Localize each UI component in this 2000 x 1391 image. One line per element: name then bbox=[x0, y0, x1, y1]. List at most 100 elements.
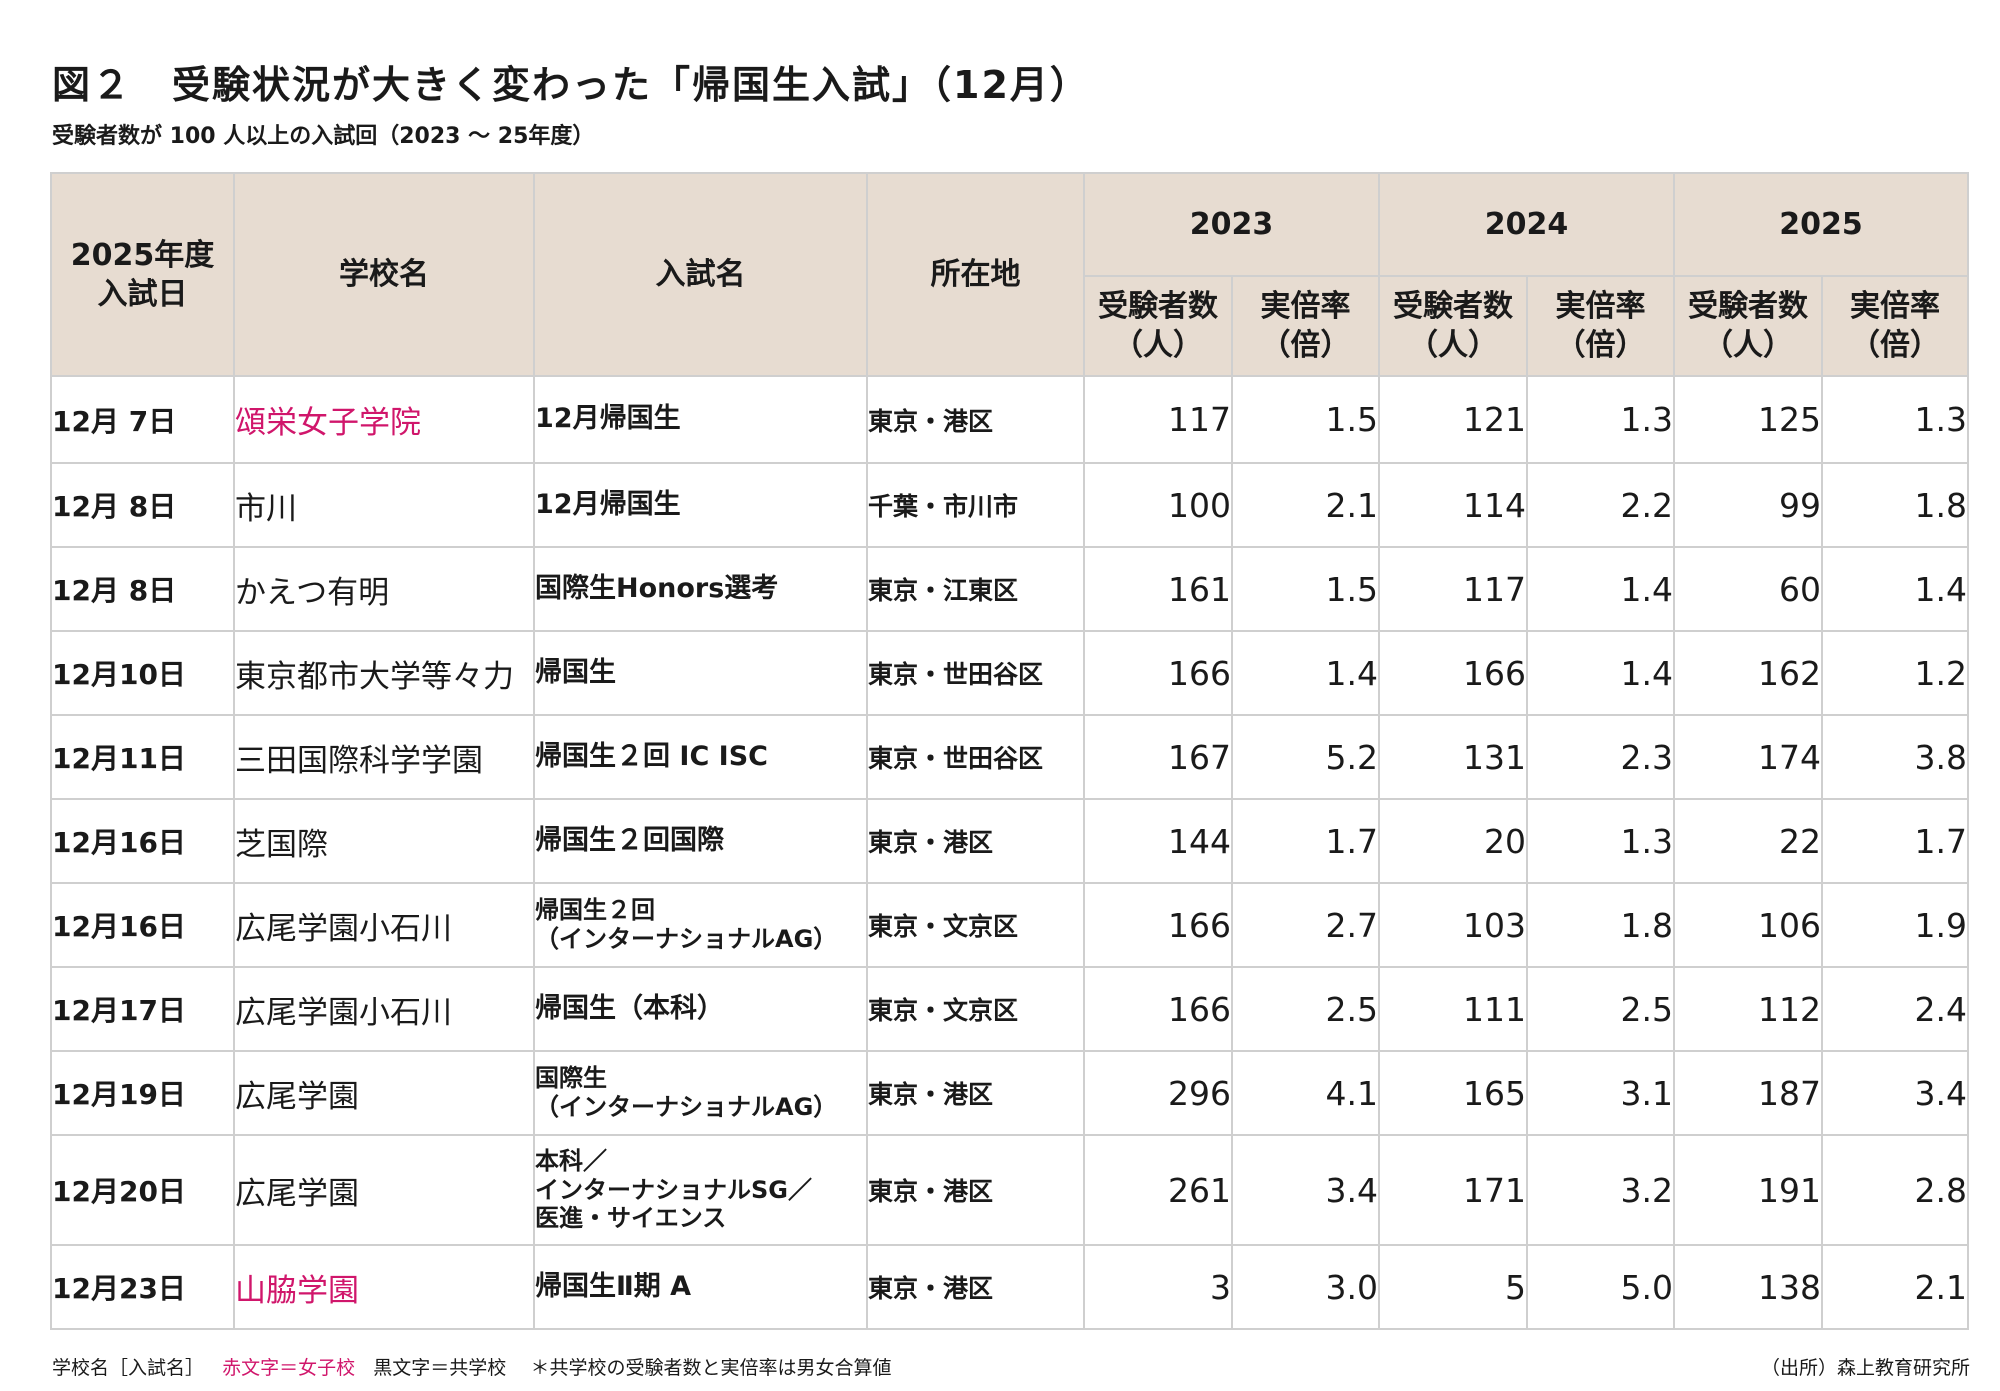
applicants-cell: 111 bbox=[1378, 966, 1528, 1052]
applicants-header: 受験者数 （人） bbox=[1083, 275, 1233, 377]
legend-girls-school: 赤文字＝女子校 bbox=[222, 1357, 356, 1379]
exam-name-cell: 帰国生Ⅱ期 A bbox=[533, 1244, 868, 1330]
ratio-cell: 2.1 bbox=[1821, 1244, 1969, 1330]
exam-date-cell: 12月16日 bbox=[50, 882, 235, 968]
applicants-header: 受験者数 （人） bbox=[1378, 275, 1528, 377]
legend-prefix: 学校名［入試名］ bbox=[52, 1357, 205, 1379]
table-row: 12月19日 広尾学園 国際生 （インターナショナルAG） 東京・港区 296 4.1 165… bbox=[50, 1050, 1969, 1136]
exam-name-line: 帰国生２回 IC ISC bbox=[535, 740, 768, 772]
ratio-cell: 2.8 bbox=[1821, 1134, 1969, 1246]
ratio-cell: 3.4 bbox=[1231, 1134, 1380, 1246]
year-header-2025: 2025 bbox=[1673, 172, 1969, 277]
exam-date-cell: 12月 7日 bbox=[50, 375, 235, 464]
location-cell: 東京・文京区 bbox=[866, 966, 1085, 1052]
ratio-cell: 1.8 bbox=[1526, 882, 1675, 968]
exam-name-cell: 12月帰国生 bbox=[533, 375, 868, 464]
exam-date-cell: 12月19日 bbox=[50, 1050, 235, 1136]
exam-name-cell: 帰国生 bbox=[533, 630, 868, 716]
ratio-cell: 1.4 bbox=[1526, 630, 1675, 716]
ratio-cell: 3.1 bbox=[1526, 1050, 1675, 1136]
applicants-cell: 20 bbox=[1378, 798, 1528, 884]
ratio-cell: 3.4 bbox=[1821, 1050, 1969, 1136]
exam-name-line: 帰国生Ⅱ期 A bbox=[535, 1270, 692, 1302]
school-name-cell: 芝国際 bbox=[233, 798, 535, 884]
ratio-cell: 4.1 bbox=[1231, 1050, 1380, 1136]
table-row: 12月 8日 かえつ有明 国際生Honors選考 東京・江東区 161 1.5 117 1.4… bbox=[50, 546, 1969, 632]
applicants-cell: 167 bbox=[1083, 714, 1233, 800]
applicants-cell: 191 bbox=[1673, 1134, 1823, 1246]
ratio-cell: 1.5 bbox=[1231, 546, 1380, 632]
ratio-cell: 1.3 bbox=[1821, 375, 1969, 464]
exam-name-line: 国際生 bbox=[535, 1064, 607, 1093]
school-name-cell: 広尾学園 bbox=[233, 1134, 535, 1246]
applicants-cell: 112 bbox=[1673, 966, 1823, 1052]
table-row: 12月16日 広尾学園小石川 帰国生２回 （インターナショナルAG） 東京・文京区 166… bbox=[50, 882, 1969, 968]
applicants-cell: 166 bbox=[1083, 882, 1233, 968]
exam-name-cell: 国際生 （インターナショナルAG） bbox=[533, 1050, 868, 1136]
location-cell: 東京・港区 bbox=[866, 375, 1085, 464]
school-name-cell: 三田国際科学学園 bbox=[233, 714, 535, 800]
applicants-cell: 106 bbox=[1673, 882, 1823, 968]
exam-date-cell: 12月 8日 bbox=[50, 462, 235, 548]
applicants-cell: 162 bbox=[1673, 630, 1823, 716]
ratio-cell: 1.4 bbox=[1526, 546, 1675, 632]
location-cell: 東京・世田谷区 bbox=[866, 630, 1085, 716]
exam-header: 入試名 bbox=[533, 172, 868, 377]
exam-name-line: 帰国生 bbox=[535, 656, 616, 688]
ratio-cell: 1.3 bbox=[1526, 798, 1675, 884]
header-row-1: 2025年度 入試日 学校名 入試名 所在地 2023 2024 2025 bbox=[50, 172, 1969, 377]
source-credit: （出所）森上教育研究所 bbox=[1760, 1357, 1970, 1379]
table-row: 12月16日 芝国際 帰国生２回国際 東京・港区 144 1.7 20 1.3 22 1.7 bbox=[50, 798, 1969, 884]
applicants-cell: 166 bbox=[1378, 630, 1528, 716]
school-name-cell: 広尾学園小石川 bbox=[233, 882, 535, 968]
applicants-cell: 144 bbox=[1083, 798, 1233, 884]
exam-date-cell: 12月23日 bbox=[50, 1244, 235, 1330]
ratio-cell: 1.2 bbox=[1821, 630, 1969, 716]
applicants-cell: 103 bbox=[1378, 882, 1528, 968]
school-name-cell: 広尾学園 bbox=[233, 1050, 535, 1136]
year-header-2024: 2024 bbox=[1378, 172, 1675, 277]
ratio-cell: 2.7 bbox=[1231, 882, 1380, 968]
ratio-cell: 2.5 bbox=[1526, 966, 1675, 1052]
applicants-cell: 261 bbox=[1083, 1134, 1233, 1246]
location-cell: 東京・港区 bbox=[866, 1244, 1085, 1330]
exam-name-line: インターナショナルSG／ bbox=[535, 1175, 812, 1204]
ratio-cell: 3.8 bbox=[1821, 714, 1969, 800]
ratio-header: 実倍率 （倍） bbox=[1821, 275, 1969, 377]
ratio-cell: 2.1 bbox=[1231, 462, 1380, 548]
exam-name-line: 医進・サイエンス bbox=[535, 1204, 727, 1233]
exam-name-line: 帰国生（本科） bbox=[535, 992, 724, 1024]
ratio-cell: 2.5 bbox=[1231, 966, 1380, 1052]
ratio-cell: 1.8 bbox=[1821, 462, 1969, 548]
table-row: 12月17日 広尾学園小石川 帰国生（本科） 東京・文京区 166 2.5 111 2.5 11… bbox=[50, 966, 1969, 1052]
exam-name-line: 帰国生２回 bbox=[535, 896, 655, 925]
exam-date-cell: 12月16日 bbox=[50, 798, 235, 884]
table-row: 12月20日 広尾学園 本科／ インターナショナルSG／ 医進・サイエンス 東京・港区 26… bbox=[50, 1134, 1969, 1246]
exam-date-cell: 12月20日 bbox=[50, 1134, 235, 1246]
ratio-cell: 1.4 bbox=[1231, 630, 1380, 716]
location-cell: 東京・文京区 bbox=[866, 882, 1085, 968]
applicants-cell: 138 bbox=[1673, 1244, 1823, 1330]
school-name-cell: 東京都市大学等々力 bbox=[233, 630, 535, 716]
ratio-header: 実倍率 （倍） bbox=[1526, 275, 1675, 377]
exam-name-cell: 本科／ インターナショナルSG／ 医進・サイエンス bbox=[533, 1134, 868, 1246]
table-row: 12月23日 山脇学園 帰国生Ⅱ期 A 東京・港区 3 3.0 5 5.0 138 2.1 bbox=[50, 1244, 1969, 1330]
ratio-cell: 2.4 bbox=[1821, 966, 1969, 1052]
exam-date-cell: 12月 8日 bbox=[50, 546, 235, 632]
ratio-cell: 2.2 bbox=[1526, 462, 1675, 548]
school-header: 学校名 bbox=[233, 172, 535, 377]
applicants-cell: 171 bbox=[1378, 1134, 1528, 1246]
location-cell: 東京・世田谷区 bbox=[866, 714, 1085, 800]
exam-name-cell: 帰国生（本科） bbox=[533, 966, 868, 1052]
legend-note: ＊共学校の受験者数と実倍率は男女合算値 bbox=[530, 1357, 892, 1379]
ratio-cell: 1.7 bbox=[1231, 798, 1380, 884]
table-row: 12月 8日 市川 12月帰国生 千葉・市川市 100 2.1 114 2.2 99 1.8 bbox=[50, 462, 1969, 548]
applicants-cell: 3 bbox=[1083, 1244, 1233, 1330]
applicants-cell: 174 bbox=[1673, 714, 1823, 800]
footer-legend: 学校名［入試名］ 赤文字＝女子校 黒文字＝共学校 ＊共学校の受験者数と実倍率は男… bbox=[52, 1353, 891, 1380]
applicants-cell: 114 bbox=[1378, 462, 1528, 548]
ratio-cell: 5.2 bbox=[1231, 714, 1380, 800]
ratio-cell: 3.2 bbox=[1526, 1134, 1675, 1246]
applicants-cell: 117 bbox=[1378, 546, 1528, 632]
table-row: 12月11日 三田国際科学学園 帰国生２回 IC ISC 東京・世田谷区 167 5.2 1… bbox=[50, 714, 1969, 800]
